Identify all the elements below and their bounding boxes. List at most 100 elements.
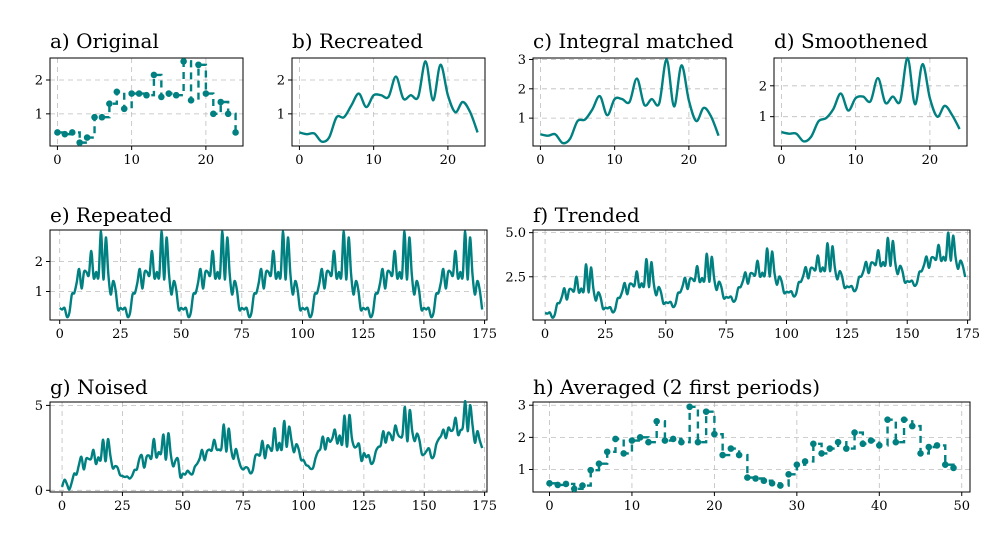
data-point: [143, 91, 150, 99]
data-point: [810, 440, 817, 448]
subplot-title: c) Integral matched: [533, 29, 734, 53]
x-tick-label: 0: [541, 327, 549, 342]
data-point: [54, 129, 61, 136]
plot-frame: [291, 57, 486, 147]
y-tick-label: 2.5: [505, 270, 526, 285]
x-tick-label: 75: [235, 499, 252, 514]
data-point: [768, 480, 776, 487]
subplot-e: e) Repeated 0 25 50 75 100 125 150 175 1 2: [35, 203, 497, 342]
data-point: [851, 429, 858, 436]
data-point: [785, 471, 792, 478]
data-point: [653, 417, 660, 425]
x-tick-label: 25: [112, 327, 129, 342]
x-tick-label: 50: [658, 327, 675, 342]
y-tick-label: 3: [518, 53, 526, 68]
subplot-title: e) Repeated: [50, 203, 172, 227]
series-line: [781, 56, 961, 143]
data-point: [158, 93, 165, 101]
data-point: [106, 100, 113, 107]
x-tick-label: 150: [411, 327, 436, 342]
x-tick-label: 125: [351, 327, 376, 342]
y-tick-label: 1: [277, 107, 285, 122]
plot-frame: [49, 57, 244, 147]
x-tick-label: 0: [295, 153, 303, 168]
data-series: [299, 60, 479, 144]
x-tick-label: 10: [365, 153, 382, 168]
data-point: [834, 438, 842, 446]
y-tick-label: 2: [759, 79, 767, 94]
data-point: [180, 58, 187, 65]
data-series: [59, 230, 484, 319]
x-tick-label: 0: [53, 153, 61, 168]
data-point: [711, 430, 718, 438]
data-point: [68, 129, 76, 136]
subplot-c: c) Integral matched 0 10 20 1 2 3: [518, 29, 734, 168]
x-tick-label: 10: [123, 153, 140, 168]
data-point: [603, 448, 611, 456]
series-line: [544, 231, 967, 319]
x-tick-label: 150: [412, 499, 437, 514]
x-tick-label: 125: [834, 327, 859, 342]
data-point: [818, 450, 825, 457]
data-point: [562, 480, 570, 488]
plot-frame: [532, 229, 971, 321]
data-point: [900, 416, 908, 423]
subplot-title: a) Original: [50, 29, 159, 53]
y-tick-label: 1: [518, 463, 526, 478]
x-tick-label: 10: [624, 499, 641, 514]
data-point: [892, 438, 900, 446]
plot-frame: [773, 57, 968, 147]
data-point: [941, 461, 949, 468]
series-line: [299, 60, 479, 144]
y-tick-label: 1: [759, 110, 767, 125]
x-tick-label: 50: [953, 499, 970, 514]
x-tick-label: 75: [234, 327, 251, 342]
x-tick-label: 20: [706, 499, 723, 514]
subplot-d: d) Smoothened 0 10 20 1 2: [759, 29, 968, 168]
data-point: [628, 437, 636, 444]
data-point: [702, 408, 710, 415]
data-series: [544, 231, 967, 319]
data-series: [781, 56, 961, 143]
data-series: [540, 58, 720, 145]
data-point: [678, 438, 685, 446]
subplot-f: f) Trended 0 25 50 75 100 125 150 175 2.5 5.0: [505, 203, 980, 342]
data-point: [669, 435, 677, 443]
data-point: [950, 464, 957, 472]
series-line: [60, 399, 484, 491]
x-tick-label: 0: [777, 153, 785, 168]
subplot-title: f) Trended: [533, 203, 640, 227]
y-tick-label: 2: [35, 255, 43, 270]
step-line: [57, 60, 237, 144]
x-tick-label: 20: [681, 153, 698, 168]
data-point: [120, 105, 128, 113]
y-tick-label: 3: [518, 399, 526, 414]
data-series: [546, 403, 957, 492]
plot-frame: [49, 401, 488, 493]
y-tick-label: 0: [35, 484, 43, 499]
plot-frame: [49, 229, 488, 321]
plot-frame: [532, 401, 971, 493]
data-point: [76, 139, 83, 146]
data-point: [128, 90, 135, 97]
y-tick-label: 2: [277, 74, 285, 89]
data-point: [61, 130, 69, 138]
data-series: [54, 58, 239, 146]
x-tick-label: 25: [114, 499, 131, 514]
data-point: [554, 481, 562, 489]
data-point: [908, 422, 916, 430]
data-point: [587, 466, 595, 474]
x-tick-label: 0: [536, 153, 544, 168]
data-point: [876, 442, 883, 449]
y-tick-label: 5.0: [505, 226, 526, 241]
x-tick-label: 20: [198, 153, 215, 168]
x-tick-label: 175: [472, 499, 497, 514]
data-point: [735, 451, 743, 459]
y-tick-label: 1: [518, 112, 526, 127]
data-point: [752, 475, 759, 482]
data-point: [694, 438, 702, 446]
data-point: [686, 403, 693, 411]
step-line: [549, 405, 955, 490]
data-point: [925, 443, 933, 451]
